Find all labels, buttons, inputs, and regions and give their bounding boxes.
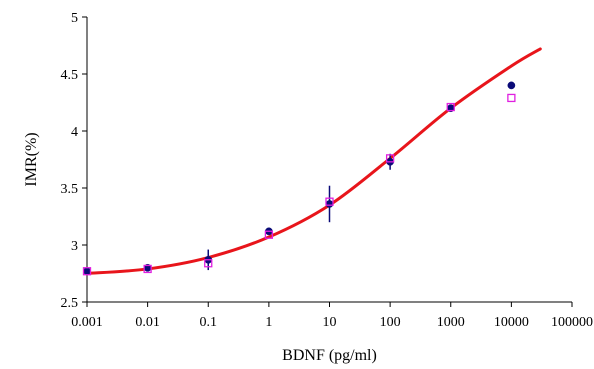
x-tick-label: 10 (323, 315, 337, 330)
x-tick-label: 1 (265, 315, 272, 330)
data-point-circle (507, 81, 516, 90)
data-points-layer (82, 81, 516, 276)
fit-curve-layer (85, 47, 542, 275)
x-tick-label: 10000 (494, 315, 529, 330)
y-tick-label: 2.5 (61, 296, 79, 311)
data-point-circle (83, 267, 91, 276)
data-point-square (385, 154, 395, 163)
data-point-square (507, 93, 516, 103)
data-point-square (325, 197, 334, 206)
data-point-square (264, 230, 274, 239)
x-tick-label: 0.001 (71, 315, 103, 330)
x-tick-label: 100000 (551, 315, 593, 330)
x-tick-label: 100 (380, 315, 401, 330)
x-axis-title: BDNF (pg/ml) (282, 347, 377, 364)
x-tick-label: 1000 (437, 315, 465, 330)
y-tick-label: 4.5 (61, 68, 79, 83)
y-tick-label: 3.5 (61, 182, 79, 197)
data-point-square (446, 102, 455, 112)
data-point-square (204, 259, 213, 268)
x-tick-label: 0.01 (135, 315, 160, 330)
y-tick-label: 3 (71, 239, 78, 254)
tick-labels-layer: 0.001 0.01 0.1 1 10 100 1000 10000 100000 2.5 3 3.5… (61, 11, 594, 330)
y-tick-label: 4 (71, 125, 78, 140)
data-point-circle (325, 200, 334, 208)
data-point-square (82, 267, 92, 276)
data-point-square (143, 264, 152, 274)
axes (82, 16, 573, 307)
x-tick-label: 0.1 (200, 315, 218, 330)
fit-curve (85, 47, 542, 275)
y-axis-title: IMR(%) (23, 132, 40, 186)
y-tick-label: 5 (71, 11, 78, 26)
